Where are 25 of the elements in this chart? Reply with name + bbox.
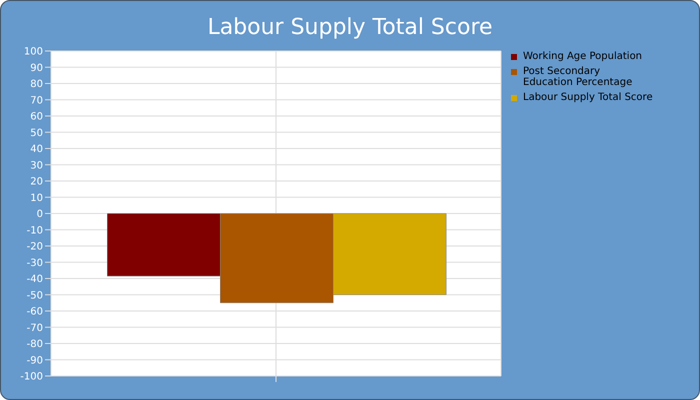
y-tick-label: -10 <box>26 225 43 236</box>
legend-label: Labour Supply Total Score <box>523 92 653 103</box>
y-tick-label: -40 <box>26 274 43 286</box>
y-tick-label: -80 <box>26 339 43 350</box>
y-tick-label: -100 <box>20 372 43 383</box>
y-tick-label: 10 <box>30 192 43 204</box>
y-tick-label: -90 <box>26 355 43 366</box>
chart-title: Labour Supply Total Score <box>206 15 494 40</box>
y-tick-label: 60 <box>30 112 43 123</box>
y-tick-label: 40 <box>30 144 43 156</box>
y-tick-label: -50 <box>26 290 43 302</box>
y-tick-label: 50 <box>30 128 43 139</box>
y-tick-label: 0 <box>36 209 43 220</box>
y-tick-label: 70 <box>30 95 43 106</box>
legend-label: Post Secondary Education Percentage <box>523 66 634 88</box>
y-tick-label: 30 <box>30 160 43 172</box>
y-tick-label: -70 <box>26 322 43 334</box>
y-tick-label: 80 <box>30 79 43 90</box>
y-tick-label: -60 <box>26 306 43 318</box>
y-tick-label: 90 <box>30 62 43 74</box>
legend-label: Working Age Population <box>523 51 644 62</box>
y-tick-label: -20 <box>26 242 43 253</box>
y-tick-label: 20 <box>30 176 43 188</box>
y-tick-label: 100 <box>24 46 43 58</box>
y-tick-label: -30 <box>26 258 43 269</box>
